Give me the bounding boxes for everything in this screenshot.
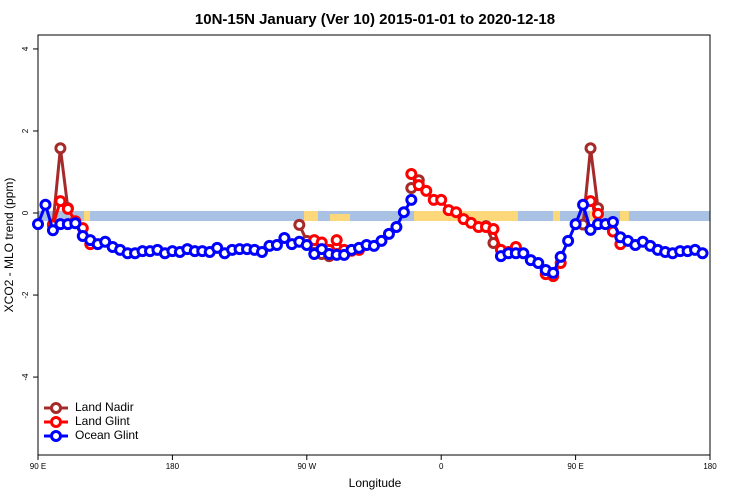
legend-label: Land Glint (75, 414, 130, 428)
chart-title: 10N-15N January (Ver 10) 2015-01-01 to 2… (195, 11, 555, 28)
point (569, 218, 582, 231)
point (390, 220, 403, 233)
y-tick-label: -2 (21, 291, 30, 299)
land-patch (84, 211, 90, 221)
land-patch (620, 211, 629, 221)
point (592, 207, 604, 220)
point (577, 198, 590, 211)
point (293, 218, 306, 231)
point (211, 241, 224, 254)
point (487, 223, 500, 236)
legend-marker (50, 416, 62, 428)
point (39, 198, 52, 211)
x-tick-label: 90 W (297, 462, 316, 471)
point (412, 179, 425, 192)
point (32, 218, 44, 231)
point (300, 239, 313, 251)
point (397, 206, 410, 219)
point (375, 234, 388, 247)
point (405, 168, 418, 181)
point (450, 206, 463, 219)
point (270, 239, 283, 251)
point (99, 235, 112, 248)
land-patch (304, 211, 318, 221)
ocean-band (38, 211, 710, 221)
point (532, 257, 545, 270)
point (517, 247, 530, 260)
point (696, 247, 709, 260)
y-axis-label: XCO2 - MLO trend (ppm) (2, 178, 16, 313)
legend-marker (50, 430, 62, 442)
y-tick-label: 4 (21, 46, 30, 51)
land-patch (553, 211, 560, 221)
y-tick-label: -4 (21, 373, 30, 381)
point (562, 234, 575, 247)
point (54, 142, 67, 155)
point (61, 202, 74, 215)
point (584, 142, 597, 155)
point (554, 250, 567, 263)
land-patch (330, 214, 350, 221)
x-tick-label: 90 E (567, 462, 583, 471)
point (405, 193, 418, 206)
point (330, 234, 343, 247)
point (606, 216, 619, 229)
legend-label: Land Nadir (75, 400, 134, 414)
point (547, 266, 560, 279)
point (69, 217, 82, 230)
point (46, 224, 59, 237)
point (54, 195, 67, 208)
x-tick-label: 180 (166, 462, 180, 471)
point (584, 223, 597, 236)
point (420, 184, 433, 197)
x-axis-label: Longitude (349, 476, 402, 490)
point (435, 193, 448, 206)
x-tick-label: 90 E (30, 462, 46, 471)
point (278, 232, 291, 245)
x-tick-label: 180 (703, 462, 717, 471)
point (382, 227, 395, 240)
legend-label: Ocean Glint (75, 428, 139, 442)
legend-marker (50, 402, 62, 414)
x-tick-label: 0 (439, 462, 444, 471)
y-tick-label: 2 (21, 128, 30, 133)
y-tick-label: 0 (21, 210, 30, 215)
point (256, 245, 268, 258)
plot-frame (37, 34, 711, 456)
